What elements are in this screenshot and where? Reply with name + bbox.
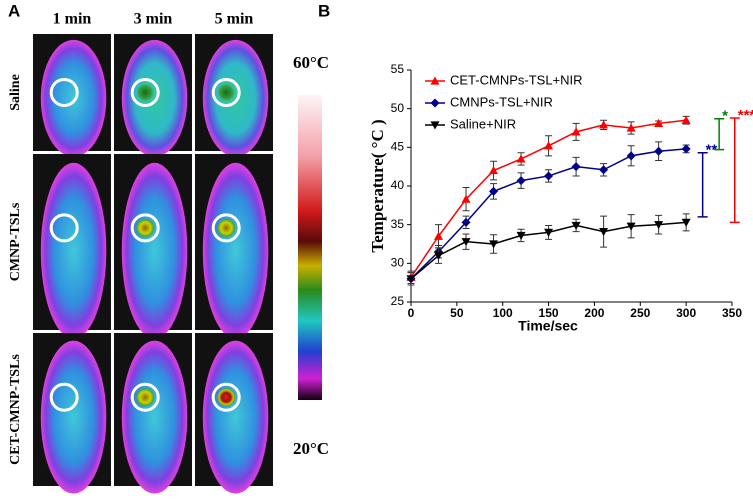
hot-spot — [217, 218, 236, 237]
marker — [626, 222, 636, 231]
tumor-circle — [130, 78, 160, 107]
significance-label: * — [722, 108, 728, 125]
tumor-circle — [49, 78, 79, 107]
y-axis-title: Temperature( °C ) — [368, 119, 387, 252]
significance-label: *** — [738, 107, 753, 124]
marker — [654, 118, 664, 127]
panel-b: B Time/sec Temperature( °C ) 25 30 35 40 45 5… — [318, 1, 753, 333]
mouse-body — [121, 39, 188, 157]
x-tick-label: 250 — [630, 306, 650, 320]
x-tick-label: 50 — [450, 306, 464, 320]
marker — [489, 186, 499, 196]
marker — [599, 165, 609, 175]
legend-label: CMNPs-TSL+NIR — [450, 94, 553, 109]
colorbar — [298, 95, 322, 400]
row-label: CMNP-TSLs — [8, 202, 23, 281]
marker — [681, 144, 691, 154]
column-header: 5 min — [215, 11, 254, 28]
panel-label: A — [8, 1, 20, 20]
marker — [599, 120, 609, 129]
tumor-circle — [211, 78, 241, 107]
y-tick-label: 35 — [391, 217, 405, 231]
hot-spot — [136, 218, 155, 237]
marker — [434, 231, 444, 240]
mouse-body — [40, 340, 107, 494]
legend-label: CET-CMNPs-TSL+NIR — [450, 72, 583, 87]
significance-label: ** — [706, 142, 718, 159]
marker — [626, 123, 636, 132]
series-line — [410, 148, 687, 280]
marker — [544, 141, 554, 150]
mouse-body — [202, 162, 269, 339]
colorbar-min: 20°C — [293, 439, 329, 458]
marker — [461, 194, 471, 203]
x-tick-label: 150 — [539, 306, 559, 320]
y-tick-label: 45 — [391, 140, 405, 154]
tumor-circle — [130, 382, 160, 412]
tumor-circle — [211, 213, 241, 243]
mouse-body — [202, 340, 269, 494]
marker — [681, 218, 691, 227]
tumor-circle — [49, 382, 79, 412]
y-tick-label: 30 — [391, 256, 405, 270]
marker — [461, 217, 471, 227]
x-tick-label: 0 — [408, 306, 415, 320]
mouse-body — [121, 162, 188, 339]
tumor-circle — [211, 382, 241, 412]
marker — [461, 238, 471, 247]
x-tick-label: 200 — [584, 306, 604, 320]
marker — [489, 166, 499, 175]
marker — [599, 228, 609, 237]
marker — [571, 221, 581, 230]
marker — [681, 115, 691, 124]
marker — [571, 162, 581, 172]
hot-spot — [217, 388, 236, 407]
hot-spot — [136, 388, 155, 407]
column-header: 1 min — [53, 11, 92, 28]
x-tick-label: 350 — [722, 306, 742, 320]
marker — [516, 231, 526, 240]
x-axis-title: Time/sec — [518, 318, 578, 334]
column-header: 3 min — [134, 11, 173, 28]
panel-a: A 60°C 20°C 1 min 3 min 5 min Saline CMNP-TS… — [8, 1, 329, 494]
significance-bracket — [729, 117, 740, 224]
tumor-circle — [49, 213, 79, 243]
tumor-circle — [130, 213, 160, 243]
marker — [544, 228, 554, 237]
mouse-body — [202, 39, 269, 157]
y-tick-label: 25 — [391, 294, 405, 308]
row-label: CET-CMNP-TSLs — [8, 354, 23, 465]
marker — [654, 221, 664, 230]
mouse-body — [40, 39, 107, 157]
marker — [654, 146, 664, 156]
y-tick-label: 50 — [391, 101, 405, 115]
hot-spot — [217, 83, 236, 102]
marker — [434, 252, 444, 261]
legend-marker — [430, 76, 440, 85]
marker — [489, 240, 499, 249]
marker — [544, 171, 554, 181]
panel-label: B — [318, 1, 330, 20]
y-tick-label: 40 — [391, 178, 405, 192]
marker — [516, 154, 526, 163]
significance-bracket — [697, 151, 708, 218]
hot-spot — [136, 83, 155, 102]
mouse-body — [121, 340, 188, 494]
mouse-body — [40, 162, 107, 339]
marker — [571, 127, 581, 136]
colorbar-max: 60°C — [293, 53, 329, 72]
x-tick-label: 100 — [493, 306, 513, 320]
legend-label: Saline+NIR — [450, 116, 516, 131]
marker — [516, 176, 526, 186]
marker — [626, 151, 636, 161]
legend-marker — [430, 121, 440, 130]
marker — [406, 275, 416, 284]
row-label: Saline — [8, 74, 23, 111]
x-tick-label: 300 — [676, 306, 696, 320]
legend-marker — [430, 98, 440, 108]
y-tick-label: 55 — [391, 62, 405, 76]
significance-bracket — [714, 117, 725, 151]
